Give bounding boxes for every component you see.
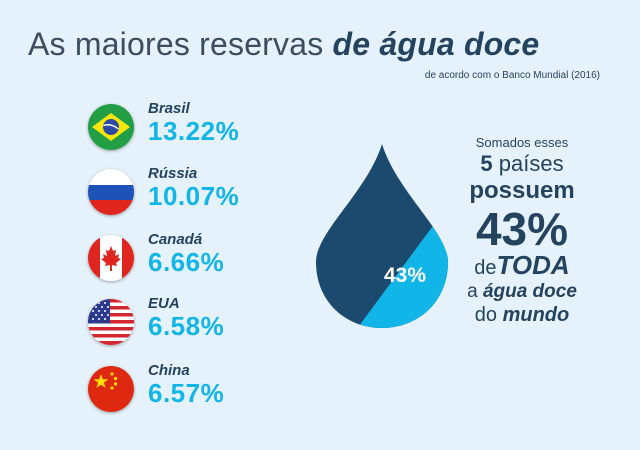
summary-mundo: mundo (502, 304, 570, 326)
russia-flag-icon (88, 169, 134, 215)
title-light: As maiores reservas (28, 26, 333, 62)
summary-a: a (467, 281, 483, 302)
summary-line-3: possuem (469, 177, 575, 204)
summary-line-1: Somados esses (475, 135, 569, 150)
brazil-flag-icon (88, 104, 134, 150)
summary-count: 5 (480, 151, 493, 176)
summary-block: Somados esses 5 países possuem 43% deTOD… (452, 134, 592, 327)
country-name: Canadá (148, 231, 203, 248)
title-bold: de água doce (332, 26, 540, 62)
country-item-china: China 6.57% (88, 360, 308, 418)
summary-de: de (474, 257, 497, 279)
country-item-canada: Canadá 6.66% (88, 229, 308, 287)
summary-line-5: deTODA (452, 250, 592, 280)
summary-do: do (474, 304, 503, 326)
summary-line-2: 5 países (452, 151, 592, 177)
country-percent: 6.66% (148, 247, 225, 277)
water-drop-chart (316, 144, 448, 328)
page-title: As maiores reservas de água doce (28, 26, 539, 63)
usa-flag-icon (88, 299, 134, 345)
country-percent: 10.07% (148, 181, 240, 211)
source-subtitle: de acordo com o Banco Mundial (2016) (424, 70, 600, 81)
country-name: Rússia (148, 165, 198, 182)
summary-agua-doce: água doce (482, 281, 577, 302)
country-percent: 6.58% (148, 311, 225, 341)
country-name: China (148, 362, 190, 379)
summary-percent: 43% (475, 203, 569, 255)
country-percent: 6.57% (148, 378, 225, 408)
summary-line-7: do mundo (452, 303, 592, 327)
china-flag-icon (88, 366, 134, 412)
country-name: EUA (148, 295, 180, 312)
summary-paises: países (492, 151, 564, 176)
drop-percent-label: 43% (384, 264, 427, 287)
country-name: Brasil (148, 100, 190, 117)
country-item-russia: Rússia 10.07% (88, 163, 308, 221)
country-item-usa: EUA 6.58% (88, 293, 308, 351)
country-item-brasil: Brasil 13.22% (88, 98, 308, 156)
drop-share-fill (356, 200, 448, 328)
canada-flag-icon (88, 235, 134, 281)
summary-line-6: a água doce (452, 280, 592, 303)
summary-toda: TODA (496, 250, 570, 280)
country-percent: 13.22% (148, 116, 240, 146)
